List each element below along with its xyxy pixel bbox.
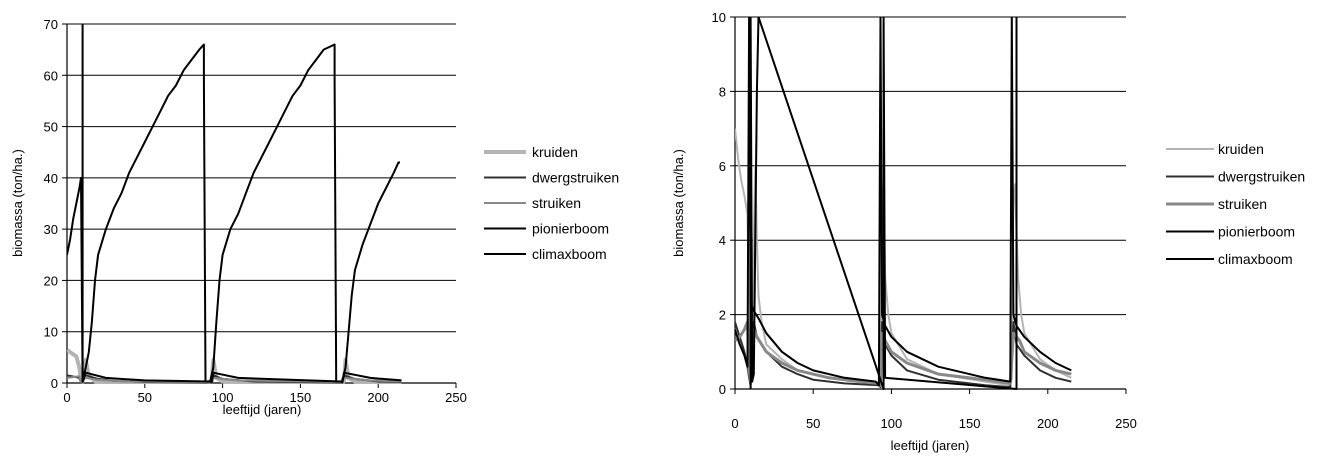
- y-tick-label: 8: [719, 84, 726, 99]
- x-tick-label: 50: [806, 416, 820, 431]
- legend-label: struiken: [1218, 196, 1267, 212]
- x-axis-label: leeftijd (jaren): [223, 402, 302, 417]
- x-tick-label: 0: [63, 390, 70, 405]
- legend-label: climaxboom: [1218, 251, 1293, 267]
- x-tick-label: 0: [731, 416, 738, 431]
- y-axis-label: biomassa (ton/ha.): [671, 149, 686, 257]
- y-axis-label: biomassa (ton/ha.): [10, 149, 25, 257]
- x-tick-label: 100: [212, 390, 234, 405]
- y-tick-label: 10: [44, 325, 58, 340]
- x-tick-label: 150: [959, 416, 981, 431]
- chart-1: 0 10 20 30 40 50 60 70 0 50 100 150 200 250 leeftijd (…: [10, 17, 619, 417]
- y-tick-label: 4: [719, 233, 726, 248]
- x-tick-label: 250: [1115, 416, 1137, 431]
- x-tick-label: 50: [138, 390, 152, 405]
- x-tick-label: 200: [367, 390, 389, 405]
- x-tick-label: 250: [445, 390, 467, 405]
- x-tick-label: 100: [881, 416, 903, 431]
- y-tick-label: 0: [719, 382, 726, 397]
- x-axis-label: leeftijd (jaren): [891, 438, 970, 453]
- x-tick-label: 150: [290, 390, 312, 405]
- y-tick-label: 20: [44, 273, 58, 288]
- legend-label: struiken: [532, 195, 581, 211]
- y-tick-label: 6: [719, 159, 726, 174]
- y-tick-label: 30: [44, 222, 58, 237]
- legend-label: pionierboom: [1218, 224, 1295, 240]
- y-tick-label: 50: [44, 120, 58, 135]
- legend-label: dwergstruiken: [1218, 169, 1305, 185]
- series-line-climaxboom: [81, 24, 400, 383]
- y-tick-label: 0: [51, 376, 58, 391]
- x-tick-label: 200: [1037, 416, 1059, 431]
- y-tick-label: 60: [44, 68, 58, 83]
- series-line-climaxboom: [749, 17, 1018, 390]
- y-tick-label: 10: [712, 10, 726, 25]
- legend-label: pionierboom: [532, 221, 609, 237]
- y-tick-label: 70: [44, 17, 58, 32]
- series-line-pionierboom: [735, 17, 1072, 387]
- y-tick-label: 40: [44, 171, 58, 186]
- y-tick-label: 2: [719, 308, 726, 323]
- legend-label: kruiden: [532, 144, 578, 160]
- legend-label: kruiden: [1218, 141, 1264, 157]
- legend-label: climaxboom: [532, 246, 607, 262]
- legend-label: dwergstruiken: [532, 170, 619, 186]
